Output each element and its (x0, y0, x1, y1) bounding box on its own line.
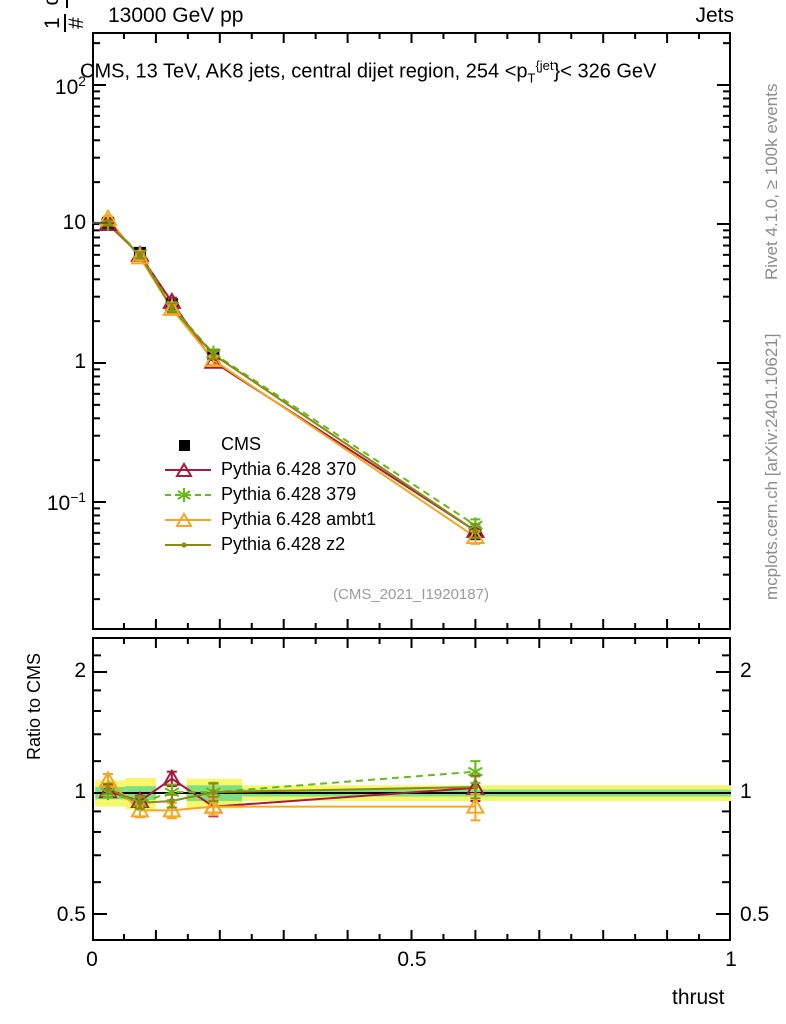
legend-item-pythia-370[interactable]: Pythia 6.428 370 (165, 457, 376, 482)
legend-item-cms[interactable]: CMS (165, 432, 376, 457)
plot-title-prefix: CMS, 13 TeV, AK8 jets, central dijet reg… (80, 60, 528, 83)
plot-title-sup: {jet (535, 58, 554, 73)
legend-key-cms (165, 432, 211, 457)
ratio-data-series (98, 760, 486, 822)
legend-item-pythia-ambt1[interactable]: Pythia 6.428 ambt1 (165, 507, 376, 532)
ratio-plot-canvas (92, 637, 731, 941)
legend-key-pythia-379 (165, 482, 211, 507)
header-right-label: Jets (695, 4, 734, 27)
legend: CMS Pythia 6.428 370 Pythia 6.428 379 (165, 432, 376, 557)
header-left-label: 13000 GeV pp (108, 4, 244, 27)
legend-label-pythia-379: Pythia 6.428 379 (221, 484, 357, 504)
legend-label-cms: CMS (221, 434, 261, 454)
plot-title-suffix: }< 326 GeV (553, 60, 657, 83)
x-tick-0p5: 0.5 (397, 948, 427, 971)
dataset-watermark: (CMS_2021_I1920187) (333, 586, 489, 603)
y-axis-label-numerator: d2N / d pT dλ (38, 0, 68, 9)
legend-item-pythia-z2[interactable]: Pythia 6.428 z2 (165, 532, 376, 557)
legend-item-pythia-379[interactable]: Pythia 6.428 379 (165, 482, 376, 507)
ratio-uncertainty-bands (92, 777, 731, 810)
y-axis-label-prefix-num: 1 (41, 14, 67, 32)
x-axis-label: thrust (672, 986, 725, 1009)
legend-key-pythia-z2 (165, 532, 211, 557)
legend-key-pythia-370 (165, 457, 211, 482)
y-axis-label-prefix-den: # (65, 17, 89, 29)
y-axis-label-main-fraction: d2N / d pT dλ # d N / d pT (38, 0, 93, 9)
legend-label-pythia-z2: Pythia 6.428 z2 (221, 534, 346, 554)
legend-label-pythia-370: Pythia 6.428 370 (221, 459, 357, 479)
x-tick-1: 1 (725, 948, 737, 971)
plot-title: CMS, 13 TeV, AK8 jets, central dijet reg… (80, 58, 656, 86)
plot-title-sub: T (527, 70, 536, 86)
legend-key-pythia-ambt1 (165, 507, 211, 532)
legend-label-pythia-ambt1: Pythia 6.428 ambt1 (221, 509, 377, 529)
y-axis-label-denominator: # d N / d pT (68, 0, 93, 8)
main-data-series (92, 208, 486, 545)
y-axis-label-prefix-fraction: 1 # (41, 14, 89, 32)
main-axis-ticks (92, 32, 731, 630)
x-tick-0: 0 (86, 948, 98, 971)
y-axis-label: 1 # d2N / d pT dλ # d N / d pT (0, 0, 88, 320)
main-plot-canvas (92, 32, 731, 630)
ratio-axis-ticks (92, 637, 731, 941)
